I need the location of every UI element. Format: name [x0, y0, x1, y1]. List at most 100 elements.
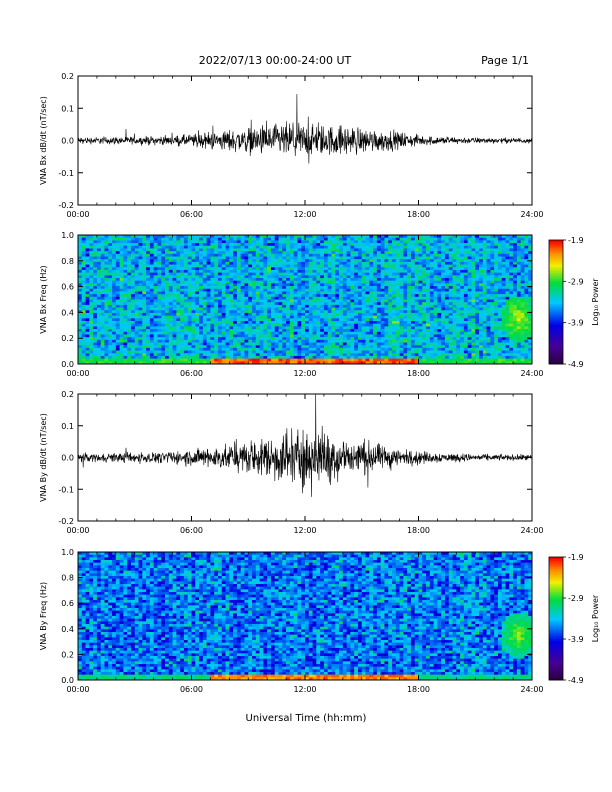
spectrogram-cell	[255, 339, 260, 343]
spectrogram-cell	[195, 272, 200, 276]
spectrogram-cell	[248, 278, 253, 282]
spectrogram-cell	[240, 296, 245, 300]
spectrogram-cell	[199, 321, 204, 325]
spectrogram-cell	[89, 345, 94, 349]
spectrogram-cell	[444, 288, 450, 292]
spectrogram-cell	[259, 334, 264, 338]
spectrogram-cell	[81, 337, 86, 341]
spectrogram-cell	[89, 264, 94, 268]
spectrogram-cell	[108, 307, 113, 311]
spectrogram-cell	[172, 253, 177, 257]
spectrogram-cell	[444, 267, 450, 271]
spectrogram-cell	[308, 296, 313, 300]
spectrogram-cell	[96, 329, 102, 333]
spectrogram-cell	[130, 318, 136, 322]
spectrogram-cell	[452, 345, 457, 349]
spectrogram-cell	[149, 267, 155, 271]
spectrogram-cell	[165, 310, 170, 314]
spectrogram-cell	[323, 355, 329, 360]
spectrogram-cell	[335, 299, 340, 303]
spectrogram-cell	[172, 350, 177, 354]
spectrogram-cell	[267, 261, 272, 265]
spectrogram-cell	[130, 321, 136, 325]
spectrogram-cell	[392, 275, 397, 279]
spectrogram-cell	[85, 237, 90, 241]
spectrogram-cell	[267, 264, 272, 268]
spectrogram-cell	[327, 342, 332, 346]
spectrogram-cell	[399, 304, 404, 308]
spectrogram-cell	[191, 296, 196, 300]
spectrogram-cell	[460, 310, 465, 314]
spectrogram-cell	[267, 299, 272, 303]
spectrogram-cell	[289, 267, 295, 271]
spectrogram-cell	[214, 280, 219, 284]
spectrogram-cell	[384, 294, 389, 298]
spectrogram-cell	[85, 318, 90, 322]
spectrogram-cell	[267, 291, 272, 295]
spectrogram-cell	[93, 294, 98, 298]
spectrogram-cell	[199, 237, 204, 241]
spectrogram-cell	[168, 269, 173, 274]
spectrogram-cell	[429, 312, 435, 317]
spectrogram-cell	[357, 358, 363, 362]
spectrogram-cell	[149, 315, 155, 319]
spectrogram-cell	[392, 248, 397, 252]
spectrogram-cell	[191, 235, 196, 239]
spectrogram-cell	[78, 331, 83, 335]
spectrogram-cell	[418, 331, 423, 335]
spectrogram-cell	[342, 345, 348, 349]
spectrogram-cell	[448, 337, 453, 341]
spectrogram-cell	[130, 345, 136, 349]
spectrogram-cell	[142, 283, 147, 287]
spectrogram-cell	[96, 294, 102, 298]
spectrogram-cell	[392, 272, 397, 276]
spectrogram-cell	[252, 323, 257, 327]
spectrogram-cell	[293, 259, 298, 263]
spectrogram-cell	[410, 291, 416, 295]
spectrogram-cell	[123, 294, 128, 298]
spectrogram-cell	[161, 334, 166, 338]
spectrogram-cell	[89, 272, 94, 276]
spectrogram-cell	[392, 326, 397, 330]
spectrogram-cell	[278, 235, 283, 239]
spectrogram-cell	[93, 275, 98, 279]
spectrogram-cell	[112, 307, 117, 311]
spectrogram-cell	[320, 307, 325, 311]
spectrogram-cell	[195, 261, 200, 265]
spectrogram-cell	[441, 329, 446, 333]
spectrogram-cell	[236, 288, 242, 292]
spectrogram-cell	[331, 296, 336, 300]
spectrogram-cell	[214, 272, 219, 276]
spectrogram-cell	[346, 261, 351, 265]
spectrogram-cell	[153, 267, 158, 271]
spectrogram-cell	[354, 291, 359, 295]
spectrogram-cell	[399, 315, 404, 319]
spectrogram-cell	[448, 291, 453, 295]
spectrogram-cell	[350, 240, 355, 244]
spectrogram-cell	[339, 275, 344, 279]
spectrogram-cell	[369, 272, 374, 276]
spectrogram-cell	[429, 342, 435, 346]
spectrogram-cell	[119, 261, 124, 265]
spectrogram-cell	[395, 337, 400, 341]
spectrogram-cell	[187, 267, 192, 271]
spectrogram-cell	[323, 318, 329, 322]
spectrogram-cell	[255, 286, 260, 290]
spectrogram-cell	[286, 256, 291, 260]
spectrogram-cell	[426, 304, 431, 308]
spectrogram-cell	[138, 326, 143, 330]
spectrogram-cell	[327, 243, 332, 247]
spectrogram-cell	[357, 334, 363, 338]
spectrogram-cell	[93, 269, 98, 274]
spectrogram-cell	[365, 318, 370, 322]
spectrogram-cell	[146, 302, 151, 306]
spectrogram-cell	[392, 312, 397, 317]
spectrogram-cell	[263, 353, 268, 357]
spectrogram-cell	[312, 310, 317, 314]
spectrogram-cell	[263, 358, 268, 362]
spectrogram-cell	[297, 283, 302, 287]
spectrogram-cell	[456, 326, 461, 330]
spectrogram-cell	[138, 337, 143, 341]
spectrogram-cell	[418, 245, 423, 249]
